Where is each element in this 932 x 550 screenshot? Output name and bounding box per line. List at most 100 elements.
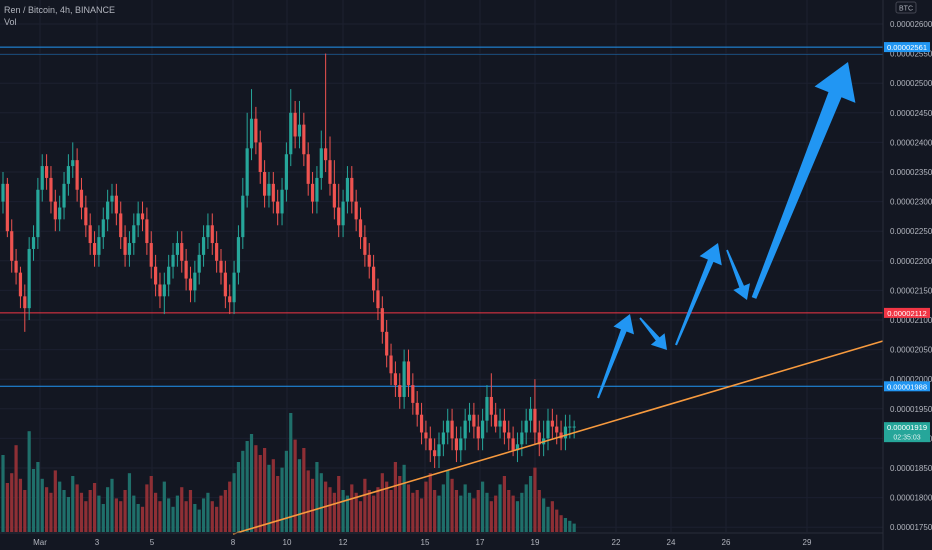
candle-body [40, 166, 44, 190]
candles [1, 53, 576, 468]
candle-body [424, 432, 428, 439]
candle-body [27, 248, 31, 309]
candle-body [459, 438, 463, 451]
volume-bar [481, 481, 485, 532]
volume-bar [258, 455, 262, 532]
candle-body [45, 166, 49, 178]
candle-body [494, 414, 498, 427]
candle-body [380, 308, 384, 332]
price-tag [884, 42, 930, 53]
time-tick-label: Mar [33, 538, 47, 547]
candle-body [411, 385, 415, 403]
volume-bar [433, 490, 437, 532]
volume-bar [280, 467, 284, 532]
candle-body [546, 420, 550, 439]
volume-bar [315, 462, 319, 532]
candle-body [345, 177, 350, 202]
candle-body [284, 154, 288, 190]
candle-body [101, 219, 105, 238]
projection-arrow[interactable] [639, 317, 667, 350]
volume-bar [337, 476, 341, 532]
symbol-title[interactable]: Ren / Bitcoin, 4h, BINANCE [4, 5, 116, 15]
candle-body [158, 284, 162, 297]
price-tick-label: 0.00002050 [890, 346, 932, 355]
volume-bar [180, 487, 184, 532]
volume-indicator-label[interactable]: Vol [4, 17, 17, 27]
volume-bar [310, 478, 315, 532]
trendline-layer[interactable] [232, 340, 884, 535]
candle-body [145, 219, 149, 244]
volume-bar [188, 490, 193, 532]
volume-bar [402, 464, 406, 532]
candle-body [441, 432, 445, 445]
volume-bar [88, 490, 92, 532]
volume-bar [145, 484, 149, 532]
volume-bar [542, 498, 546, 532]
volume-bar [485, 492, 489, 532]
candle-body [306, 154, 310, 184]
volume-bar [158, 501, 162, 532]
volume-bar [49, 492, 53, 532]
candle-body [515, 444, 520, 451]
candle-body [324, 148, 328, 161]
horizontal-lines[interactable] [0, 46, 883, 387]
volume-bar [241, 450, 245, 532]
candle-body [450, 420, 454, 439]
volume-bar [528, 476, 533, 532]
candle-body [354, 201, 358, 220]
volume-bar [167, 498, 171, 532]
candle-body [18, 272, 23, 297]
projection-arrow[interactable] [751, 62, 856, 299]
candle-body [79, 189, 84, 208]
time-tick-label: 26 [722, 538, 731, 547]
candle-body [149, 243, 153, 267]
candle-body [476, 426, 480, 439]
volume-bar [123, 490, 127, 532]
price-tick-label: 0.00002600 [890, 20, 932, 29]
candle-body [572, 426, 576, 428]
volume-bar [502, 476, 506, 532]
volume-bar [27, 431, 31, 532]
currency-badge[interactable] [895, 1, 917, 14]
volume-bar [328, 487, 332, 532]
projection-arrow[interactable] [726, 249, 751, 300]
candle-body [550, 420, 554, 427]
volume-bar [289, 413, 293, 532]
volume-bar [467, 492, 472, 532]
volume-bar [219, 495, 223, 532]
candle-body [415, 402, 419, 415]
candle-body [210, 225, 214, 244]
volume-bar [263, 448, 267, 532]
candle-body [419, 414, 424, 433]
volume-bar [550, 501, 554, 532]
candle-body [328, 160, 332, 184]
price-tick-label: 0.00002300 [890, 198, 932, 207]
candle-body [1, 183, 5, 202]
candle-body [537, 432, 541, 445]
projection-arrows[interactable] [597, 62, 856, 399]
volume-bar [58, 481, 62, 532]
volume-bar [149, 476, 153, 532]
volume-bar [31, 469, 36, 532]
candle-body [140, 213, 145, 220]
volume-bar [511, 495, 515, 532]
price-tag [884, 307, 930, 318]
volume-bar [236, 462, 241, 532]
projection-arrow[interactable] [597, 314, 635, 399]
volume-bar [472, 498, 476, 532]
time-axis[interactable]: Mar 3 5 8 10 12 15 17 19 22 24 26 29 [0, 532, 883, 547]
volume-bar [533, 467, 537, 532]
candle-body [53, 201, 57, 220]
volume-bar [563, 518, 568, 532]
price-tag [884, 422, 930, 443]
candle-body [106, 201, 110, 220]
volume-bar [228, 481, 232, 532]
candle-body [568, 426, 572, 428]
trendline[interactable] [232, 340, 884, 535]
time-tick-label: 3 [95, 538, 100, 547]
volume-bar [367, 490, 371, 532]
projection-arrow[interactable] [675, 243, 722, 346]
candle-body [58, 207, 62, 220]
volume-bar [254, 445, 258, 532]
